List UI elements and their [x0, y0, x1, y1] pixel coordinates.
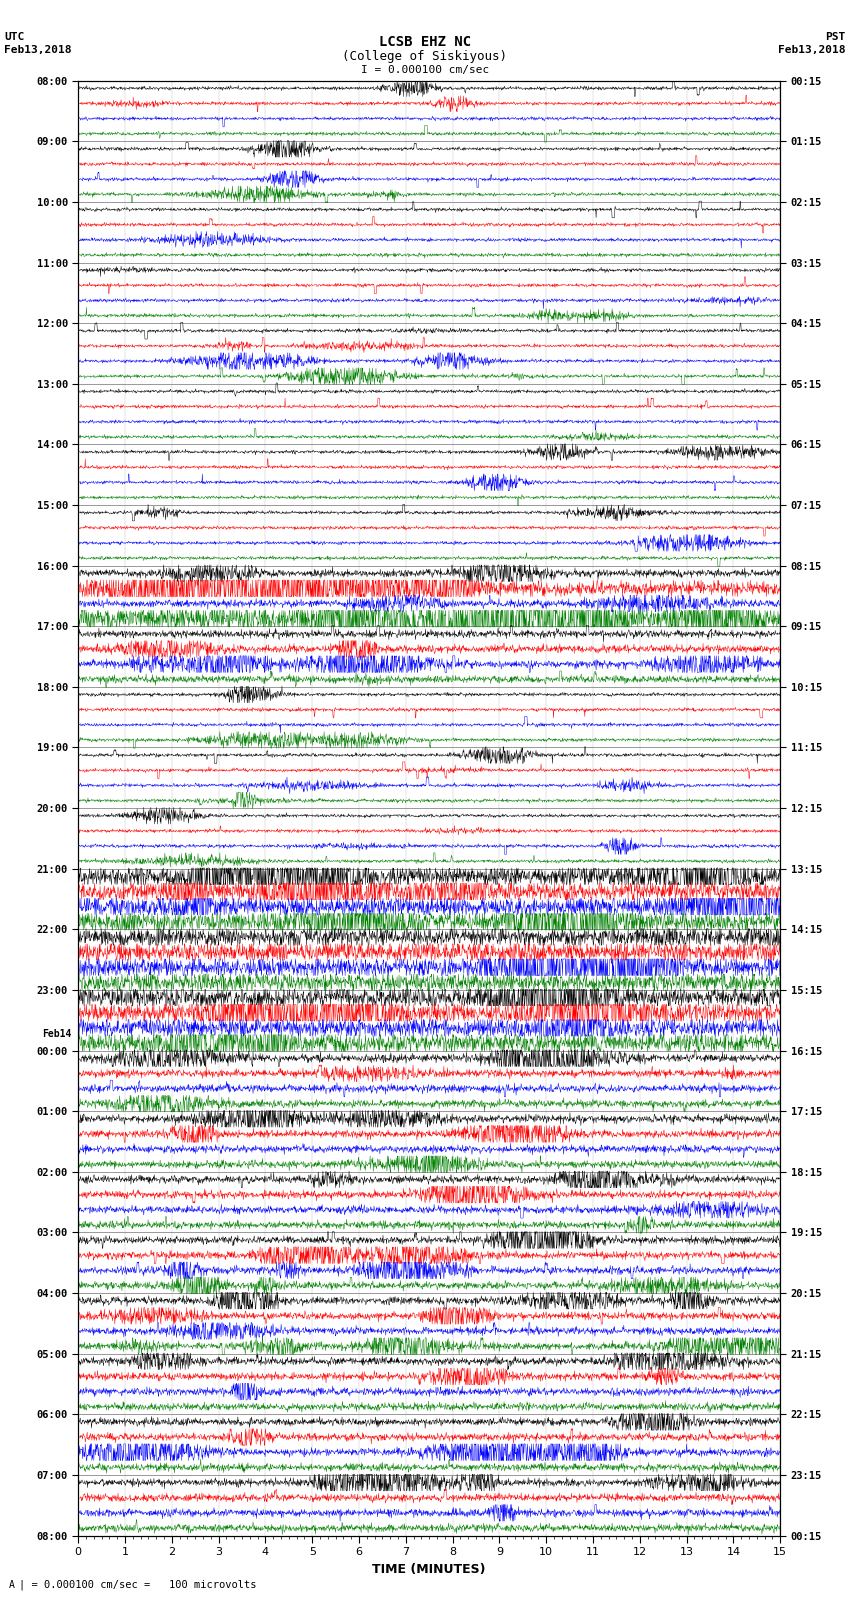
Text: PST: PST	[825, 32, 846, 42]
Text: Feb13,2018: Feb13,2018	[779, 45, 846, 55]
Text: LCSB EHZ NC: LCSB EHZ NC	[379, 35, 471, 50]
Text: (College of Siskiyous): (College of Siskiyous)	[343, 50, 507, 63]
Text: | = 0.000100 cm/sec =   100 microvolts: | = 0.000100 cm/sec = 100 microvolts	[19, 1579, 256, 1590]
Text: UTC: UTC	[4, 32, 25, 42]
Text: I = 0.000100 cm/sec: I = 0.000100 cm/sec	[361, 65, 489, 74]
Text: Feb13,2018: Feb13,2018	[4, 45, 71, 55]
Text: Feb14: Feb14	[42, 1029, 71, 1039]
Text: A: A	[8, 1581, 14, 1590]
X-axis label: TIME (MINUTES): TIME (MINUTES)	[372, 1563, 486, 1576]
